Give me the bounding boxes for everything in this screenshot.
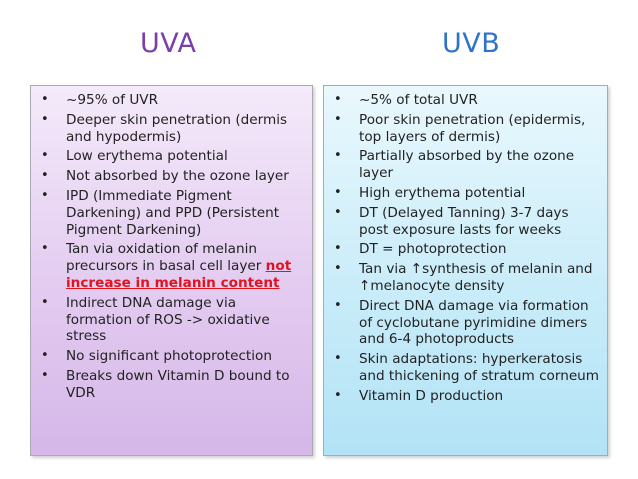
list-item: • No significant photoprotection xyxy=(39,348,306,365)
list-item-text: Direct DNA damage via formation of cyclo… xyxy=(359,297,589,348)
uvb-heading: UVB xyxy=(442,28,501,59)
list-item-text: Not absorbed by the ozone layer xyxy=(66,168,289,185)
list-item: • Partially absorbed by the ozone layer xyxy=(332,148,601,182)
bullet-icon: • xyxy=(334,92,342,107)
bullet-icon: • xyxy=(41,168,49,184)
uvb-panel: • ~5% of total UVR • Poor skin penetration … xyxy=(323,85,608,456)
bullet-icon: • xyxy=(334,241,342,257)
list-item: • DT (Delayed Tanning) 3-7 days post expo… xyxy=(332,205,601,239)
list-item: • Not absorbed by the ozone layer xyxy=(39,168,306,185)
list-item-text: DT (Delayed Tanning) 3-7 days post expos… xyxy=(359,204,569,238)
list-item-text: IPD (Immediate Pigment Darkening) and PP… xyxy=(66,187,280,238)
list-item: • Tan via oxidation of melanin precursors… xyxy=(39,241,306,291)
list-item: • Skin adaptations: hyperkeratosis and th… xyxy=(332,351,601,385)
uva-heading: UVA xyxy=(140,28,197,59)
list-item: • Direct DNA damage via formation of cycl… xyxy=(332,298,601,348)
list-item-text: No significant photoprotection xyxy=(66,348,272,365)
bullet-icon: • xyxy=(334,261,342,277)
list-item-text: High erythema potential xyxy=(359,184,526,201)
list-item-text: Tan via ↑synthesis of melanin and ↑melan… xyxy=(359,261,593,294)
bullet-icon: • xyxy=(334,148,342,164)
bullet-icon: • xyxy=(41,92,49,107)
list-item: • Indirect DNA damage via formation of RO… xyxy=(39,295,306,345)
uvb-bullet-list: • ~5% of total UVR • Poor skin penetration … xyxy=(332,92,601,405)
list-item-text: Skin adaptations: hyperkeratosis and thi… xyxy=(359,351,600,384)
bullet-icon: • xyxy=(41,111,49,127)
list-item: • Vitamin D production xyxy=(332,388,601,405)
bullet-icon: • xyxy=(334,387,342,403)
uva-bullet-list: • ~95% of UVR • Deeper skin penetration (de… xyxy=(39,92,306,402)
list-item-text: Partially absorbed by the ozone layer xyxy=(359,148,575,182)
list-item: • Breaks down Vitamin D bound to VDR xyxy=(39,368,306,402)
list-item: • Poor skin penetration (epidermis, top l… xyxy=(332,112,601,146)
bullet-icon: • xyxy=(41,148,49,164)
bullet-icon: • xyxy=(41,367,49,383)
list-item-text: ~95% of UVR xyxy=(66,92,159,108)
bullet-icon: • xyxy=(41,187,49,203)
list-item-text: Breaks down Vitamin D bound to VDR xyxy=(66,367,290,401)
bullet-icon: • xyxy=(334,204,342,220)
list-item: • High erythema potential xyxy=(332,185,601,202)
list-item-text: Low erythema potential xyxy=(66,148,228,165)
bullet-icon: • xyxy=(41,294,49,310)
bullet-icon: • xyxy=(334,351,342,367)
list-item: • Tan via ↑synthesis of melanin and ↑mela… xyxy=(332,261,601,295)
bullet-icon: • xyxy=(334,111,342,127)
bullet-icon: • xyxy=(334,184,342,200)
list-item: • Deeper skin penetration (dermis and hyp… xyxy=(39,112,306,146)
uva-panel: • ~95% of UVR • Deeper skin penetration (de… xyxy=(30,85,313,456)
list-item-text: DT = photoprotection xyxy=(359,241,507,258)
bullet-icon: • xyxy=(41,241,49,257)
list-item-text: Vitamin D production xyxy=(359,387,504,404)
list-item-text: Deeper skin penetration (dermis and hypo… xyxy=(66,111,288,145)
list-item: • IPD (Immediate Pigment Darkening) and P… xyxy=(39,188,306,238)
list-item-text: ~5% of total UVR xyxy=(359,92,478,108)
list-item: • ~5% of total UVR xyxy=(332,92,601,109)
bullet-icon: • xyxy=(334,297,342,313)
list-item-text: Tan via oxidation of melanin precursors … xyxy=(66,241,266,275)
list-item-text: Indirect DNA damage via formation of ROS… xyxy=(66,294,270,345)
bullet-icon: • xyxy=(41,348,49,364)
list-item: • ~95% of UVR xyxy=(39,92,306,109)
list-item: • Low erythema potential xyxy=(39,148,306,165)
list-item-text: Poor skin penetration (epidermis, top la… xyxy=(359,111,586,145)
highlighted-text: not increase in melanin content xyxy=(66,258,292,291)
list-item: • DT = photoprotection xyxy=(332,241,601,258)
